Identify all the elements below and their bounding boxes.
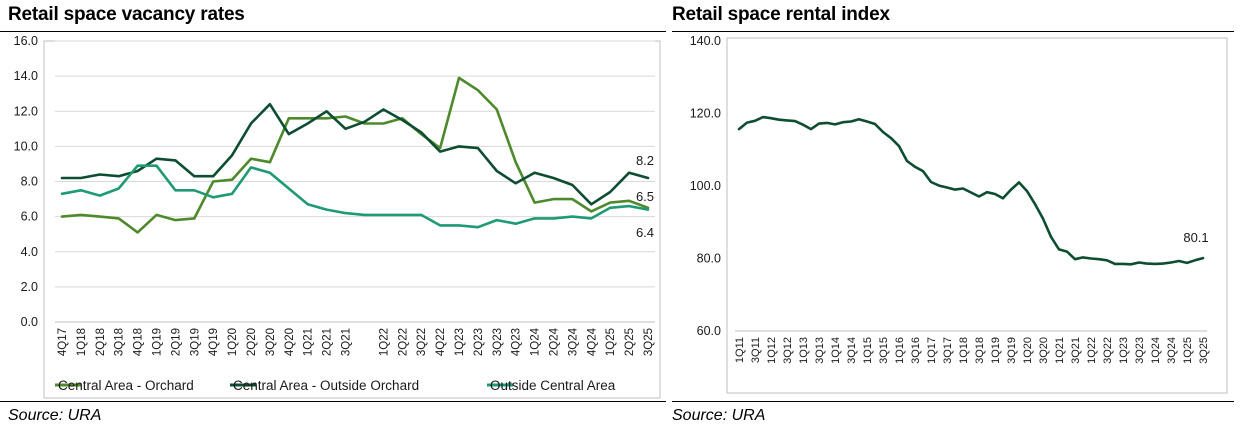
rental-x-tick-label: 3Q25 <box>1198 337 1210 364</box>
vacancy-y-tick-label: 10.0 <box>14 139 38 153</box>
vacancy-end-value-label: 8.2 <box>636 153 654 168</box>
vacancy-x-tick-label: 4Q22 <box>435 328 447 356</box>
vacancy-y-tick-label: 12.0 <box>14 104 38 118</box>
vacancy-x-tick-label: 2Q25 <box>624 328 636 356</box>
rental-x-tick-label: 1Q11 <box>734 337 746 363</box>
vacancy-x-tick-label: 2Q20 <box>246 328 258 356</box>
rental-x-tick-label: 1Q17 <box>926 337 938 364</box>
vacancy-y-tick-label: 14.0 <box>14 69 38 83</box>
rental-x-tick-label: 3Q21 <box>1070 337 1082 364</box>
vacancy-x-tick-label: 4Q24 <box>586 327 598 356</box>
rental-x-tick-label: 1Q20 <box>1022 337 1034 364</box>
vacancy-x-tick-label: 1Q22 <box>378 328 390 356</box>
vacancy-y-tick-label: 4.0 <box>21 245 38 259</box>
vacancy-x-tick-label: 2Q18 <box>95 328 107 356</box>
vacancy-y-tick-label: 8.0 <box>21 175 38 189</box>
rental-y-tick-label: 60.0 <box>697 324 721 338</box>
vacancy-x-tick-label: 3Q22 <box>416 328 428 356</box>
rental-y-tick-label: 120.0 <box>690 107 721 121</box>
rental-x-tick-label: 1Q14 <box>830 337 842 364</box>
vacancy-y-tick-label: 6.0 <box>21 210 38 224</box>
rental-x-tick-label: 3Q14 <box>846 337 858 364</box>
rental-x-tick-label: 1Q15 <box>862 337 874 364</box>
vacancy-x-tick-label: 1Q18 <box>76 328 88 356</box>
vacancy-legend-label: Central Area - Orchard <box>58 378 194 393</box>
vacancy-x-tick-label: 4Q18 <box>133 328 145 356</box>
rental-y-tick-label: 80.0 <box>697 252 721 266</box>
rental-x-tick-label: 1Q22 <box>1086 337 1098 364</box>
rental-x-tick-label: 1Q19 <box>990 337 1002 364</box>
right-title-rule <box>672 31 1234 32</box>
vacancy-x-tick-label: 3Q25 <box>643 328 655 356</box>
vacancy-x-tick-label: 4Q23 <box>511 328 523 356</box>
vacancy-x-tick-label: 4Q19 <box>208 328 220 356</box>
vacancy-x-tick-label: 3Q24 <box>567 327 579 356</box>
left-source: Source: URA <box>8 407 102 424</box>
rental-y-tick-label: 140.0 <box>690 34 721 48</box>
vacancy-x-tick-label: 1Q25 <box>605 328 617 356</box>
vacancy-x-tick-label: 3Q18 <box>114 328 126 356</box>
left-footer-rule <box>0 401 666 402</box>
vacancy-x-tick-label: 1Q19 <box>152 328 164 356</box>
vacancy-rates-chart: 0.0 2.0 4.0 6.0 8.0 10.0 12.0 14.0 16.0 4Q17 1Q18 2… <box>14 34 655 393</box>
rental-x-tick-label: 1Q18 <box>958 337 970 364</box>
vacancy-series-line <box>60 102 650 206</box>
rental-x-tick-label: 3Q11 <box>750 337 762 363</box>
rental-x-tick-label: 1Q12 <box>766 337 778 364</box>
vacancy-x-tick-label: 2Q22 <box>397 328 409 356</box>
rental-x-tick-label: 3Q19 <box>1006 337 1018 364</box>
rental-x-tick-label: 1Q25 <box>1182 337 1194 364</box>
vacancy-legend-label: Central Area - Outside Orchard <box>233 378 419 393</box>
right-chart-title: Retail space rental index <box>672 4 890 25</box>
vacancy-x-tick-label: 4Q20 <box>284 328 296 356</box>
vacancy-y-tick-label: 16.0 <box>14 34 38 48</box>
rental-x-tick-label: 3Q12 <box>782 337 794 364</box>
vacancy-end-value-label: 6.5 <box>636 189 654 204</box>
vacancy-x-tick-label: 1Q23 <box>454 328 466 356</box>
rental-x-tick-label: 1Q13 <box>798 337 810 364</box>
rental-series-line <box>737 115 1205 266</box>
rental-x-tick-label: 1Q21 <box>1054 337 1066 364</box>
vacancy-legend-label: Outside Central Area <box>490 378 616 393</box>
vacancy-x-tick-label: 3Q23 <box>492 328 504 356</box>
rental-plot-frame <box>726 37 1228 394</box>
vacancy-x-tick-label: 2Q23 <box>473 328 485 356</box>
left-title-rule <box>0 31 666 32</box>
vacancy-series-line <box>60 76 650 234</box>
vacancy-y-tick-label: 0.0 <box>21 315 38 329</box>
rental-index-chart: 60.0 80.0 100.0 120.0 140.0 1Q11 3Q11 1Q12 3Q12 1… <box>690 34 1210 364</box>
vacancy-x-tick-label: 1Q21 <box>303 328 315 356</box>
rental-x-tick-label: 1Q16 <box>894 337 906 364</box>
vacancy-x-tick-label: 4Q17 <box>57 328 69 356</box>
rental-x-tick-label: 3Q16 <box>910 337 922 364</box>
rental-x-tick-label: 1Q24 <box>1150 337 1162 364</box>
rental-x-tick-label: 3Q22 <box>1102 337 1114 364</box>
vacancy-x-tick-label: 3Q20 <box>265 328 277 356</box>
rental-x-tick-label: 3Q17 <box>942 337 954 364</box>
vacancy-end-value-label: 6.4 <box>636 225 654 240</box>
rental-x-tick-label: 3Q18 <box>974 337 986 364</box>
rental-x-tick-label: 3Q15 <box>878 337 890 364</box>
vacancy-x-tick-label: 2Q24 <box>548 327 560 356</box>
rental-y-tick-label: 100.0 <box>690 179 721 193</box>
vacancy-x-tick-label: 2Q19 <box>170 328 182 356</box>
vacancy-x-tick-label: 1Q20 <box>227 328 239 356</box>
left-chart-title: Retail space vacancy rates <box>8 4 245 25</box>
vacancy-x-tick-label: 2Q21 <box>322 328 334 356</box>
rental-x-tick-label: 1Q23 <box>1118 337 1130 364</box>
vacancy-x-tick-label: 3Q19 <box>189 328 201 356</box>
rental-x-tick-label: 3Q23 <box>1134 337 1146 364</box>
vacancy-series-line <box>60 164 650 229</box>
rental-x-tick-label: 3Q13 <box>814 337 826 364</box>
rental-x-tick-label: 3Q24 <box>1166 337 1178 364</box>
rental-x-tick-label: 3Q20 <box>1038 337 1050 364</box>
right-source: Source: URA <box>672 407 766 424</box>
vacancy-y-tick-label: 2.0 <box>21 280 38 294</box>
rental-end-value-label: 80.1 <box>1183 230 1208 245</box>
vacancy-x-tick-label: 1Q24 <box>530 327 542 356</box>
vacancy-x-tick-label: 3Q21 <box>341 328 353 356</box>
right-footer-rule <box>672 401 1234 402</box>
